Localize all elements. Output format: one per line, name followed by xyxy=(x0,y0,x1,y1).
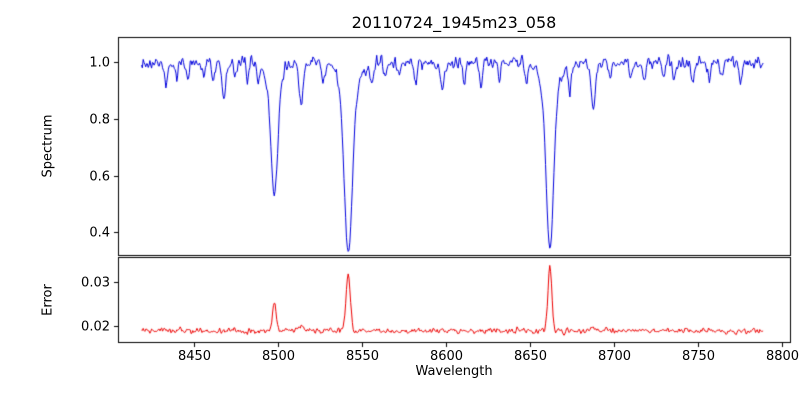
x-tick-label: 8650 xyxy=(513,349,548,364)
y-tick-label-error: 0.03 xyxy=(81,275,110,290)
y-tick-label-spectrum: 1.0 xyxy=(89,55,110,70)
y-tick-label-spectrum: 0.8 xyxy=(89,112,110,127)
x-tick-label: 8500 xyxy=(261,349,296,364)
y-axis-label-spectrum: Spectrum xyxy=(40,114,56,178)
y-tick-label-error: 0.02 xyxy=(81,319,110,334)
plot-title: 20110724_1945m23_058 xyxy=(351,13,557,32)
y-tick-label-spectrum: 0.6 xyxy=(89,169,110,184)
x-tick-label: 8750 xyxy=(681,349,716,364)
y-axis-label-error: Error xyxy=(40,284,56,316)
x-tick-label: 8550 xyxy=(345,349,380,364)
x-tick-label: 8800 xyxy=(765,349,800,364)
x-axis-label: Wavelength xyxy=(415,364,493,379)
y-tick-label-spectrum: 0.4 xyxy=(89,225,110,240)
x-tick-label: 8600 xyxy=(429,349,464,364)
x-tick-label: 8450 xyxy=(177,349,212,364)
x-tick-label: 8700 xyxy=(597,349,632,364)
